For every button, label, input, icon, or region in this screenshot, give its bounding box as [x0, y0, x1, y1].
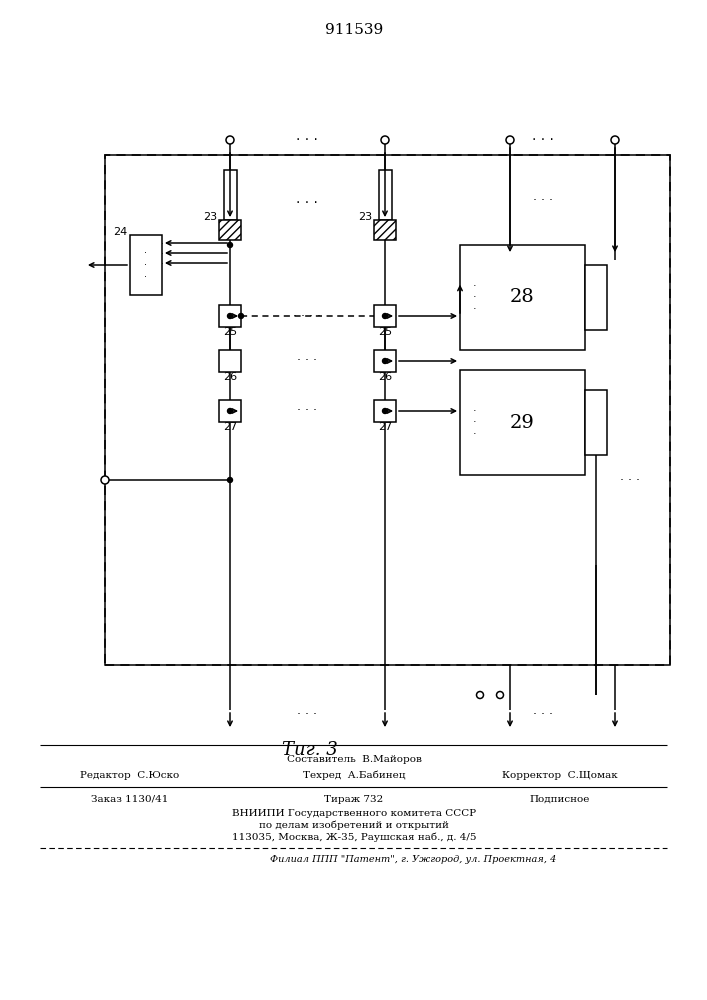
Text: ·
·
·: · · · [144, 248, 148, 282]
Bar [379, 170, 392, 220]
Bar [374, 350, 396, 372]
Text: Заказ 1130/41: Заказ 1130/41 [91, 794, 169, 804]
Bar [585, 265, 607, 330]
Text: ВНИИПИ Государственного комитета СССР: ВНИИПИ Государственного комитета СССР [232, 808, 476, 818]
Text: по делам изобретений и открытий: по делам изобретений и открытий [259, 820, 449, 830]
Circle shape [228, 242, 233, 247]
Text: · · ·: · · · [297, 355, 317, 367]
Text: 25: 25 [378, 327, 392, 337]
Text: ·
·
·: · · · [473, 406, 477, 439]
Circle shape [382, 314, 387, 318]
Text: · · ·: · · · [297, 708, 317, 722]
Text: Тираж 732: Тираж 732 [325, 794, 384, 804]
Text: Τиг. 3: Τиг. 3 [282, 741, 338, 759]
Bar [460, 370, 585, 475]
Circle shape [101, 476, 109, 484]
Circle shape [382, 359, 387, 363]
Text: · · ·: · · · [620, 474, 640, 487]
Text: 26: 26 [378, 372, 392, 382]
Text: 23: 23 [358, 212, 372, 222]
Text: Подписное: Подписное [530, 794, 590, 804]
Circle shape [506, 136, 514, 144]
Text: 27: 27 [223, 422, 237, 432]
Text: · · ·: · · · [533, 708, 553, 722]
Text: 113035, Москва, Ж-35, Раушская наб., д. 4/5: 113035, Москва, Ж-35, Раушская наб., д. … [232, 832, 477, 842]
Text: Составитель  В.Майоров: Составитель В.Майоров [286, 756, 421, 764]
Circle shape [228, 408, 233, 414]
Circle shape [382, 408, 387, 414]
Circle shape [477, 692, 484, 698]
Bar [460, 245, 585, 350]
Text: · · ·: · · · [533, 194, 553, 207]
Text: 24: 24 [112, 227, 127, 237]
Bar [224, 170, 237, 220]
Text: 27: 27 [378, 422, 392, 432]
Text: 911539: 911539 [325, 23, 383, 37]
Bar [219, 400, 241, 422]
Bar [374, 220, 396, 240]
Text: Редактор  С.Юско: Редактор С.Юско [81, 770, 180, 780]
Bar [219, 220, 241, 240]
Text: 23: 23 [203, 212, 217, 222]
Text: 29: 29 [510, 414, 535, 432]
Text: Техред  А.Бабинец: Техред А.Бабинец [303, 770, 405, 780]
Text: · · ·: · · · [532, 133, 554, 147]
Text: · · · ·: · · · · [293, 310, 321, 322]
Bar [105, 155, 670, 665]
Text: 28: 28 [510, 288, 535, 306]
Bar [585, 390, 607, 455]
Bar [105, 155, 670, 665]
Text: · · ·: · · · [296, 196, 318, 210]
Bar [374, 305, 396, 327]
Circle shape [611, 136, 619, 144]
Text: · · ·: · · · [297, 404, 317, 418]
Text: Корректор  С.Щомак: Корректор С.Щомак [502, 770, 618, 780]
Circle shape [238, 314, 243, 318]
Bar [374, 400, 396, 422]
Text: Филиал ППП "Патент", г. Ужгород, ул. Проектная, 4: Филиал ППП "Патент", г. Ужгород, ул. Про… [270, 856, 556, 864]
Circle shape [381, 136, 389, 144]
Bar [219, 305, 241, 327]
Bar [130, 235, 162, 295]
Circle shape [226, 136, 234, 144]
Circle shape [496, 692, 503, 698]
Bar [219, 350, 241, 372]
Circle shape [228, 314, 233, 318]
Text: 25: 25 [223, 327, 237, 337]
Text: · · ·: · · · [296, 133, 318, 147]
Text: 26: 26 [223, 372, 237, 382]
Text: ·
·
·: · · · [473, 281, 477, 314]
Circle shape [228, 478, 233, 483]
